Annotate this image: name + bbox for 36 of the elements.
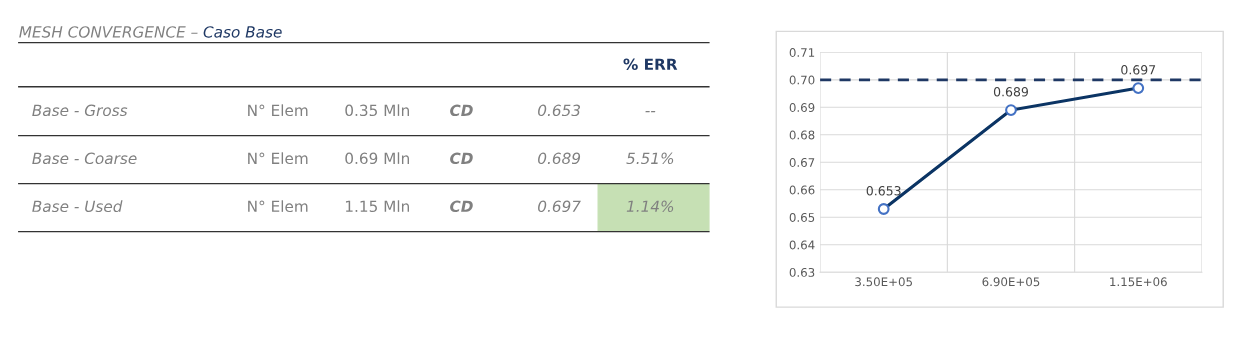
text: Base - Used bbox=[32, 200, 123, 213]
text: CD bbox=[450, 104, 473, 117]
text: Base - Coarse bbox=[32, 152, 137, 165]
y-tick-label: 0.66 bbox=[789, 185, 815, 195]
text: 5.51% bbox=[626, 152, 674, 165]
y-tick-label: 0.70 bbox=[789, 75, 815, 85]
y-tick-label: 0.71 bbox=[789, 48, 815, 57]
y-tick-label: 0.69 bbox=[789, 103, 815, 112]
text: 0.653 bbox=[538, 104, 581, 117]
text: CD bbox=[450, 200, 473, 213]
text: CD bbox=[450, 152, 473, 165]
text: Base - Gross bbox=[32, 104, 128, 117]
x-tick-label: 3.50E+05 bbox=[855, 277, 912, 287]
text: -- bbox=[645, 111, 656, 113]
text: N° Elem bbox=[248, 152, 308, 165]
text: Caso Base bbox=[203, 26, 282, 38]
text: 1.14% bbox=[626, 200, 674, 213]
text: 0.69 Mln bbox=[345, 152, 409, 165]
text: MESH CONVERGENCE – bbox=[19, 26, 198, 38]
x-tick-label: 6.90E+05 bbox=[982, 277, 1040, 287]
y-tick-label: 0.63 bbox=[789, 267, 815, 277]
data-label: 0.689 bbox=[993, 87, 1028, 97]
y-tick-label: 0.64 bbox=[789, 240, 815, 250]
text: % ERR bbox=[623, 58, 678, 71]
x-tick-label: 1.15E+06 bbox=[1110, 277, 1167, 287]
text: 0.689 bbox=[538, 152, 581, 165]
text: 1.15 Mln bbox=[345, 200, 409, 213]
text: N° Elem bbox=[248, 104, 308, 117]
text: N° Elem bbox=[248, 200, 308, 213]
y-tick-label: 0.68 bbox=[789, 130, 815, 140]
y-tick-label: 0.65 bbox=[789, 212, 815, 222]
data-label: 0.653 bbox=[866, 186, 901, 196]
y-tick-label: 0.67 bbox=[789, 158, 815, 167]
text: 0.697 bbox=[538, 200, 581, 213]
text: 0.35 Mln bbox=[345, 104, 409, 117]
data-label: 0.697 bbox=[1121, 65, 1156, 75]
